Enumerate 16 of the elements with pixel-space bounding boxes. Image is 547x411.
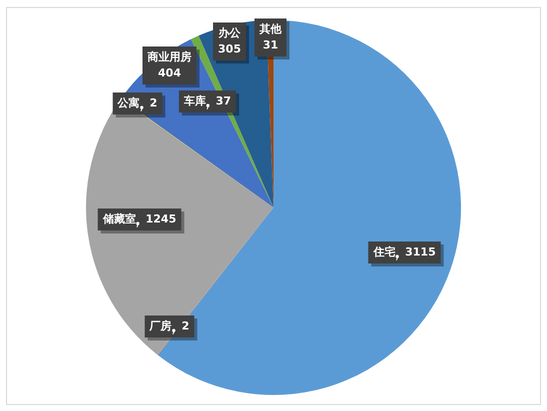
data-label: 3115 (405, 245, 436, 258)
slice-label: 住宅 (372, 245, 396, 258)
slice-label: 其他 (258, 22, 282, 36)
data-label: 31 (262, 38, 278, 52)
data-label: 37 (216, 94, 232, 108)
data-label: 1245 (146, 212, 176, 226)
slice-label: 商业用房 (146, 50, 192, 64)
slice-label: 办公 (218, 26, 242, 40)
data-label: 404 (158, 66, 182, 80)
slice-label: 车库 (182, 94, 206, 108)
data-label: 2 (182, 319, 190, 332)
data-label: 2 (150, 96, 158, 110)
slice-label: 储藏室 (102, 212, 136, 226)
slice-label: 厂房 (148, 319, 172, 332)
slice-label: 公寓 (116, 96, 140, 110)
data-label: 305 (218, 42, 241, 56)
